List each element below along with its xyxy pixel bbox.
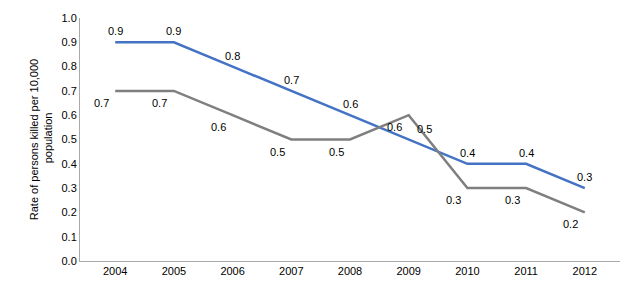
svg-text:Rate of persons killed per 10,: Rate of persons killed per 10,000 popula…	[28, 59, 54, 220]
svg-text:0.3: 0.3	[62, 182, 77, 194]
svg-text:0.4: 0.4	[62, 158, 77, 170]
svg-text:0.0: 0.0	[62, 255, 77, 267]
svg-text:0.6: 0.6	[387, 121, 402, 133]
svg-text:0.5: 0.5	[62, 133, 77, 145]
svg-text:0.9: 0.9	[166, 25, 181, 37]
svg-text:0.6: 0.6	[62, 109, 77, 121]
svg-text:0.6: 0.6	[343, 98, 358, 110]
svg-text:2005: 2005	[162, 265, 186, 277]
svg-text:0.2: 0.2	[563, 218, 578, 230]
svg-text:0.8: 0.8	[225, 50, 240, 62]
svg-text:2007: 2007	[279, 265, 303, 277]
svg-text:0.6: 0.6	[211, 121, 226, 133]
svg-text:2010: 2010	[455, 265, 479, 277]
svg-text:0.9: 0.9	[108, 25, 123, 37]
svg-text:0.9: 0.9	[62, 36, 77, 48]
svg-text:0.5: 0.5	[329, 146, 344, 158]
svg-text:0.4: 0.4	[460, 147, 475, 159]
svg-text:0.4: 0.4	[519, 147, 534, 159]
svg-text:2011: 2011	[514, 265, 538, 277]
svg-text:0.3: 0.3	[505, 194, 520, 206]
svg-text:0.7: 0.7	[152, 97, 167, 109]
svg-text:2004: 2004	[103, 265, 127, 277]
svg-text:0.7: 0.7	[62, 85, 77, 97]
svg-text:0.7: 0.7	[284, 74, 299, 86]
svg-text:0.2: 0.2	[62, 206, 77, 218]
svg-text:0.3: 0.3	[446, 194, 461, 206]
svg-text:2009: 2009	[396, 265, 420, 277]
svg-text:0.3: 0.3	[577, 171, 592, 183]
svg-text:0.1: 0.1	[62, 231, 77, 243]
svg-text:2012: 2012	[573, 265, 597, 277]
svg-text:0.8: 0.8	[62, 60, 77, 72]
svg-text:0.5: 0.5	[417, 123, 432, 135]
svg-text:0.5: 0.5	[270, 146, 285, 158]
svg-text:1.0: 1.0	[62, 12, 77, 24]
svg-text:0.7: 0.7	[94, 97, 109, 109]
svg-text:2006: 2006	[220, 265, 244, 277]
svg-text:2008: 2008	[338, 265, 362, 277]
